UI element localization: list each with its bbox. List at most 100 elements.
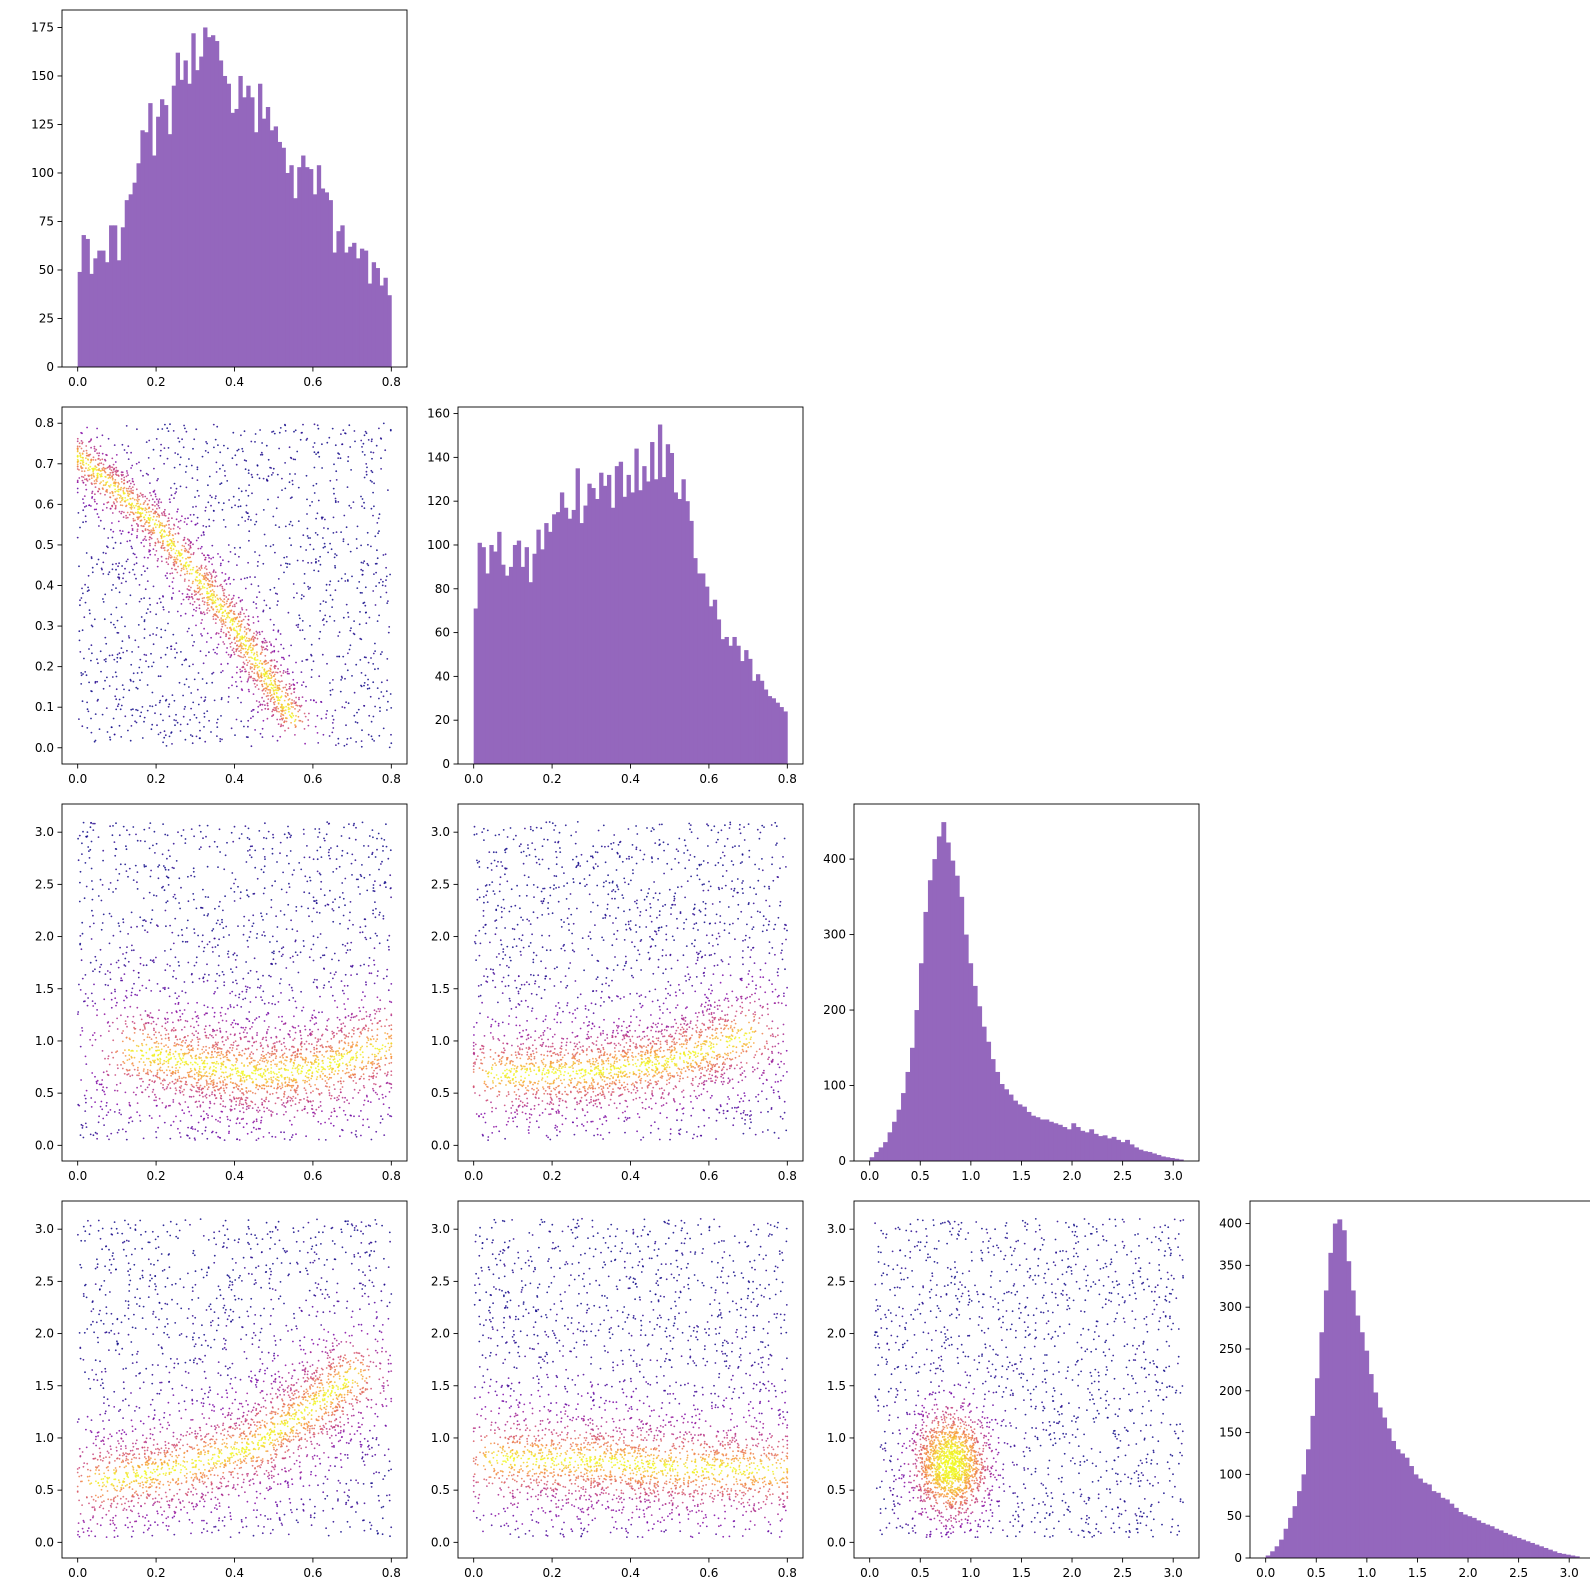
scatter-point xyxy=(167,1066,170,1068)
y-tick-label: 150 xyxy=(31,69,54,83)
scatter-point xyxy=(280,955,283,957)
histogram-bar xyxy=(375,268,380,367)
scatter-point xyxy=(120,977,123,979)
scatter-point xyxy=(311,501,313,503)
scatter-point xyxy=(294,1097,297,1099)
scatter-point xyxy=(231,457,234,460)
scatter-point xyxy=(142,525,144,528)
scatter-point xyxy=(117,493,120,496)
scatter-point xyxy=(143,538,146,540)
scatter-point xyxy=(247,1090,250,1092)
scatter-point xyxy=(83,506,86,508)
scatter-point xyxy=(319,846,322,849)
scatter-point xyxy=(306,498,308,501)
scatter-point xyxy=(94,713,97,715)
scatter-point xyxy=(154,712,156,715)
scatter-point xyxy=(296,1067,298,1069)
scatter-point xyxy=(263,670,266,672)
scatter-point xyxy=(347,611,349,614)
scatter-point xyxy=(119,501,122,503)
scatter-point xyxy=(319,555,321,558)
scatter-point xyxy=(191,596,194,598)
scatter-point xyxy=(128,1101,131,1104)
scatter-point xyxy=(134,864,137,867)
scatter-point xyxy=(219,597,222,600)
scatter-point xyxy=(289,520,292,523)
scatter-point xyxy=(374,650,376,652)
scatter-point xyxy=(150,869,153,872)
scatter-point xyxy=(169,423,171,426)
scatter-point xyxy=(115,473,117,475)
histogram-bar xyxy=(657,424,663,764)
scatter-point xyxy=(125,560,128,563)
scatter-point xyxy=(339,1058,341,1061)
scatter-point xyxy=(211,581,214,584)
scatter-point xyxy=(283,709,285,712)
scatter-point xyxy=(309,504,311,507)
scatter-point xyxy=(129,539,131,542)
scatter-point xyxy=(225,596,228,598)
scatter-point xyxy=(284,671,287,673)
scatter-point xyxy=(277,667,279,670)
scatter-point xyxy=(206,963,208,966)
scatter-point xyxy=(152,633,155,635)
scatter-point xyxy=(223,444,225,447)
scatter-point xyxy=(201,619,204,621)
scatter-point xyxy=(327,851,330,854)
histogram-bar xyxy=(222,75,228,367)
scatter-point xyxy=(174,558,177,561)
scatter-point xyxy=(380,457,382,460)
histogram-bar xyxy=(740,661,745,764)
histogram-bar xyxy=(332,252,337,367)
scatter-point xyxy=(244,647,247,650)
scatter-point xyxy=(239,613,242,616)
scatter-point xyxy=(210,504,212,507)
scatter-point xyxy=(323,837,325,840)
scatter-point xyxy=(251,666,253,669)
scatter-point xyxy=(86,426,88,429)
scatter-point xyxy=(85,1063,88,1065)
scatter-point xyxy=(250,1051,253,1053)
scatter-point xyxy=(273,679,276,682)
scatter-point xyxy=(349,446,352,448)
scatter-point xyxy=(255,1086,257,1089)
scatter-point xyxy=(166,427,169,430)
scatter-point xyxy=(388,1106,391,1109)
scatter-point xyxy=(87,464,90,466)
scatter-point xyxy=(262,974,264,977)
scatter-point xyxy=(361,573,364,576)
scatter-point xyxy=(135,462,138,465)
scatter-point xyxy=(356,587,359,589)
scatter-point xyxy=(188,579,190,582)
x-tick-label: 0.2 xyxy=(147,772,166,786)
scatter-point xyxy=(129,739,132,742)
scatter-point xyxy=(163,514,166,517)
scatter-point xyxy=(270,1113,273,1116)
histogram-bar xyxy=(493,551,498,764)
histogram-bar xyxy=(638,490,643,764)
scatter-point xyxy=(251,476,254,479)
scatter-point xyxy=(146,567,149,570)
scatter-point xyxy=(183,1088,186,1091)
scatter-point xyxy=(238,996,240,999)
scatter-point xyxy=(164,1033,167,1036)
scatter-point xyxy=(255,1040,258,1043)
scatter-point xyxy=(244,615,247,618)
scatter-point xyxy=(276,718,279,721)
scatter-point xyxy=(242,618,245,621)
scatter-point xyxy=(185,1039,188,1042)
scatter-point xyxy=(209,1083,212,1085)
scatter-point xyxy=(204,558,206,561)
scatter-point xyxy=(168,519,170,522)
scatter-point xyxy=(90,505,92,507)
scatter-point xyxy=(136,535,139,537)
scatter-point xyxy=(284,424,287,427)
scatter-point xyxy=(117,490,120,493)
scatter-point xyxy=(284,729,286,732)
scatter-point xyxy=(317,836,319,838)
scatter-point xyxy=(330,1067,332,1069)
scatter-point xyxy=(93,480,96,482)
scatter-point xyxy=(276,710,278,713)
scatter-point xyxy=(333,1084,335,1086)
scatter-point xyxy=(340,1077,342,1079)
